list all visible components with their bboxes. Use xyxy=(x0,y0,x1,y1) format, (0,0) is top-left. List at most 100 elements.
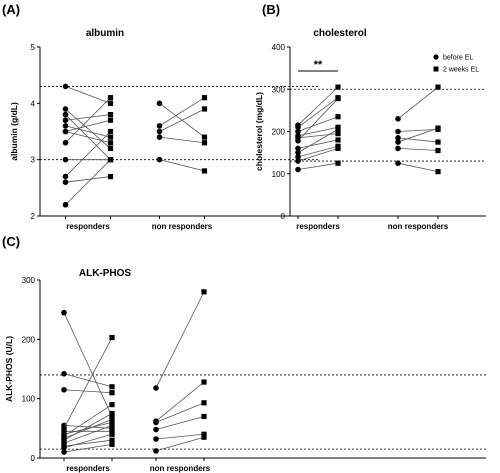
point-after xyxy=(109,422,115,428)
point-before xyxy=(156,134,163,140)
point-after xyxy=(109,441,115,447)
pair-line xyxy=(159,97,205,127)
pair-line xyxy=(65,176,111,183)
pair-line xyxy=(297,116,339,132)
panel-label: (B) xyxy=(262,2,280,17)
y-tick-label: 0 xyxy=(31,454,36,463)
point-after xyxy=(335,126,341,132)
pair-line xyxy=(65,131,111,144)
point-after xyxy=(435,84,441,90)
y-tick-label: 3 xyxy=(31,156,36,165)
pair-line xyxy=(65,131,111,177)
point-after xyxy=(109,402,115,408)
point-before xyxy=(61,309,67,316)
point-after xyxy=(109,419,115,425)
point-after xyxy=(109,416,115,423)
point-after xyxy=(109,334,115,341)
pair-line xyxy=(63,389,113,394)
point-before xyxy=(295,124,301,131)
pair-line xyxy=(63,424,113,444)
pair-line xyxy=(65,114,111,121)
point-after xyxy=(335,145,341,151)
point-before xyxy=(61,370,67,377)
x-category-label: non responders xyxy=(388,222,449,231)
point-after xyxy=(335,114,341,120)
y-tick-label: 2 xyxy=(31,212,36,221)
y-tick-label: 300 xyxy=(272,85,286,94)
panel-2: (B) cholesterol cholesterol (mg/dL) 0 100 200… xyxy=(254,2,486,231)
pair-line xyxy=(63,419,113,439)
pair-line xyxy=(155,381,205,422)
pair-line xyxy=(297,98,339,142)
point-before xyxy=(153,385,159,391)
point-before xyxy=(156,100,163,107)
point-before xyxy=(153,426,159,433)
point-after xyxy=(435,147,441,154)
pair-line xyxy=(63,312,113,417)
point-before xyxy=(153,448,159,454)
y-axis-label: cholesterol (mg/dL) xyxy=(254,92,264,171)
point-after xyxy=(109,384,115,390)
pair-line xyxy=(159,136,205,144)
point-before xyxy=(295,145,301,152)
pair-line xyxy=(297,148,339,162)
pair-line xyxy=(63,443,113,453)
pair-line xyxy=(297,162,339,170)
pair-line xyxy=(155,436,205,452)
point-after xyxy=(201,134,208,140)
pair-line xyxy=(65,97,111,144)
point-before xyxy=(395,145,401,152)
point-after xyxy=(201,140,208,146)
point-after xyxy=(335,84,341,90)
point-after xyxy=(201,289,207,295)
point-after xyxy=(107,145,114,151)
legend-marker-circle xyxy=(433,54,439,60)
point-after xyxy=(107,95,114,101)
y-tick-label: 100 xyxy=(272,170,286,179)
point-before xyxy=(62,117,69,124)
point-before xyxy=(295,128,301,135)
panel-label: (A) xyxy=(2,2,20,17)
point-after xyxy=(201,413,207,420)
y-tick-label: 5 xyxy=(31,43,36,52)
point-before xyxy=(62,139,69,146)
pair-line xyxy=(65,86,111,104)
x-category-label: responders xyxy=(66,464,110,473)
point-after xyxy=(109,390,115,396)
point-before xyxy=(395,139,401,145)
point-after xyxy=(335,160,341,166)
chart-title: cholesterol xyxy=(313,28,367,39)
pair-line xyxy=(297,145,339,158)
pair-line xyxy=(155,402,205,423)
point-after xyxy=(109,425,115,431)
point-before xyxy=(62,179,69,185)
point-after xyxy=(435,125,441,131)
x-category-label: responders xyxy=(66,222,110,231)
point-after xyxy=(335,95,341,102)
pair-line xyxy=(63,433,113,449)
point-before xyxy=(61,386,67,393)
y-tick-label: 400 xyxy=(272,43,286,52)
point-before xyxy=(295,158,301,164)
y-tick-label: 200 xyxy=(272,128,286,137)
point-before xyxy=(61,449,67,455)
pair-line xyxy=(63,404,113,437)
point-after xyxy=(109,413,115,420)
point-after xyxy=(335,131,341,137)
point-after xyxy=(201,379,207,385)
point-after xyxy=(335,137,341,143)
point-after xyxy=(109,437,115,443)
point-before xyxy=(156,123,163,129)
panel-3: (C) ALK-PHOS ALK-PHOS (U/L) 0 100 200 300 respo… xyxy=(2,234,486,473)
pair-line xyxy=(155,291,205,389)
point-before xyxy=(395,160,401,166)
point-before xyxy=(62,123,69,129)
significance-label: ** xyxy=(314,59,323,71)
pair-line xyxy=(65,159,111,206)
point-after xyxy=(107,100,114,106)
pair-line xyxy=(65,125,111,138)
point-after xyxy=(107,173,114,180)
pair-line xyxy=(397,127,439,143)
point-after xyxy=(435,139,441,145)
